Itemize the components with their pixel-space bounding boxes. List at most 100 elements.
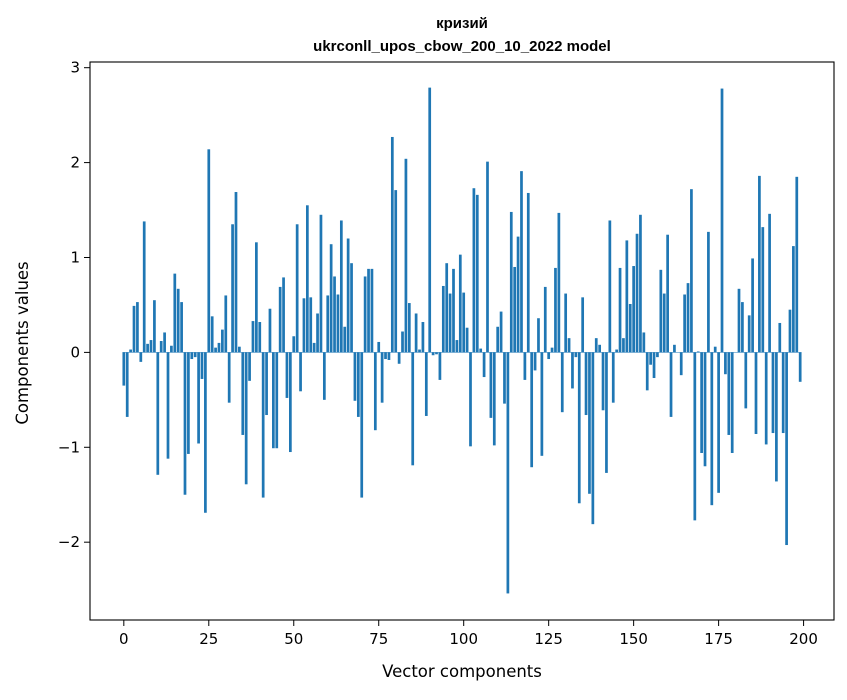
bar (558, 213, 561, 353)
bar (388, 352, 391, 360)
bar (241, 352, 244, 435)
bar (258, 322, 261, 352)
bar (598, 345, 601, 353)
bar (425, 352, 428, 416)
bar (323, 352, 326, 399)
bar (632, 266, 635, 352)
bar (452, 269, 455, 353)
bar (177, 289, 180, 353)
bar (415, 313, 418, 352)
bar (656, 352, 659, 357)
bar (700, 352, 703, 453)
bar (262, 352, 265, 497)
bar (248, 352, 251, 380)
x-tick-label: 25 (199, 630, 218, 648)
x-tick-label: 200 (789, 630, 818, 648)
bar (252, 321, 255, 352)
bar (761, 227, 764, 352)
bar (435, 352, 438, 354)
bar (775, 352, 778, 481)
bar (687, 283, 690, 352)
bar (585, 352, 588, 415)
bar (320, 215, 323, 353)
bar (432, 352, 435, 355)
bar (133, 306, 136, 353)
chart-title: кризий (436, 15, 488, 32)
bar (272, 352, 275, 448)
bar (197, 352, 200, 443)
bar (510, 212, 513, 352)
bar (680, 352, 683, 375)
bar (673, 345, 676, 353)
bar (666, 235, 669, 353)
bar (693, 352, 696, 520)
y-tick-label: 1 (70, 248, 80, 266)
bar (622, 338, 625, 352)
bar (187, 352, 190, 454)
bar (503, 352, 506, 403)
bar (507, 352, 510, 593)
bar (778, 323, 781, 352)
bar (717, 352, 720, 492)
bar (218, 343, 221, 352)
bar (530, 352, 533, 467)
bar (306, 205, 309, 352)
bar (595, 338, 598, 352)
bar (326, 295, 329, 352)
bar (496, 327, 499, 353)
bar (534, 352, 537, 370)
bar (367, 269, 370, 353)
bar (228, 352, 231, 402)
x-tick-label: 150 (619, 630, 648, 648)
bar (575, 352, 578, 357)
bar (578, 352, 581, 503)
bar (738, 289, 741, 353)
bar (544, 287, 547, 352)
bar (184, 352, 187, 494)
bar (398, 352, 401, 363)
bar (408, 303, 411, 352)
bar (568, 338, 571, 352)
bar (517, 237, 520, 353)
bar (180, 302, 183, 352)
bar (442, 286, 445, 352)
bar (789, 310, 792, 353)
bar (143, 221, 146, 352)
bar (642, 332, 645, 352)
x-tick-label: 0 (119, 630, 129, 648)
bar (636, 234, 639, 353)
bar (765, 352, 768, 444)
bar (445, 263, 448, 352)
bar (690, 189, 693, 352)
bar (167, 352, 170, 458)
bar (153, 300, 156, 352)
bar (255, 242, 258, 352)
x-tick-label: 100 (449, 630, 478, 648)
bar (704, 352, 707, 466)
bar (360, 352, 363, 497)
bar (520, 171, 523, 352)
bar (537, 318, 540, 352)
bar (343, 327, 346, 353)
bar (581, 297, 584, 352)
bar (564, 294, 567, 353)
bar (799, 352, 802, 381)
bar (547, 352, 550, 359)
bar (269, 309, 272, 353)
bar (422, 322, 425, 352)
bar (479, 349, 482, 353)
bar (299, 352, 302, 391)
y-tick-label: 2 (70, 154, 80, 172)
bar (235, 192, 238, 352)
bar (663, 294, 666, 353)
bar (513, 267, 516, 352)
bar (483, 352, 486, 377)
bar (126, 352, 129, 417)
y-tick-label: 3 (70, 59, 80, 77)
bar (173, 274, 176, 353)
bar (282, 277, 285, 352)
bar (401, 332, 404, 353)
bar (615, 350, 618, 353)
bar (659, 270, 662, 353)
bar (333, 276, 336, 352)
